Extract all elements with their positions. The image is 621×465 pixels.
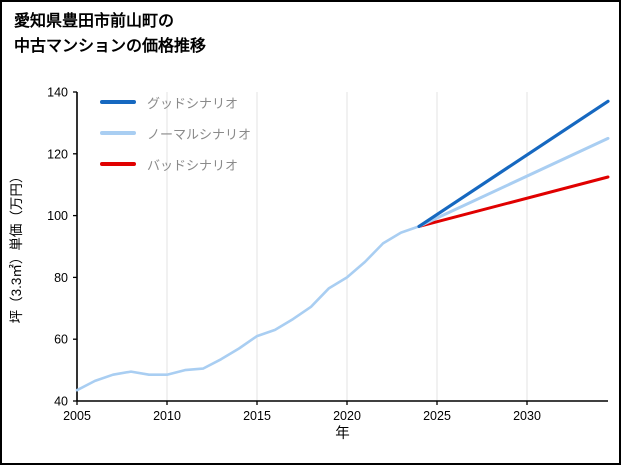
y-tick-label: 60	[54, 333, 68, 347]
x-tick-label: 2030	[513, 409, 541, 423]
chart-title: 愛知県豊田市前山町の 中古マンションの価格推移	[14, 10, 206, 60]
good-scenario-label: グッドシナリオ	[147, 95, 239, 111]
legend-item-good: グッドシナリオ	[100, 91, 251, 113]
y-tick-label: 100	[47, 209, 68, 223]
x-tick-label: 2020	[333, 409, 361, 423]
legend-item-bad: バッドシナリオ	[100, 153, 251, 175]
x-tick-label: 2005	[63, 409, 91, 423]
y-tick-label: 80	[54, 271, 68, 285]
x-tick-label: 2010	[153, 409, 181, 423]
chart-title-line2: 中古マンションの価格推移	[14, 37, 207, 55]
y-axis-label: 坪（3.3㎡）単価（万円）	[9, 170, 24, 324]
chart-title-line1: 愛知県豊田市前山町の	[14, 13, 175, 30]
x-tick-label: 2015	[243, 409, 271, 423]
bad-scenario-swatch	[100, 162, 136, 166]
chart-legend: グッドシナリオ ノーマルシナリオ バッドシナリオ	[100, 91, 251, 175]
normal-scenario-swatch	[100, 131, 136, 135]
x-axis-label: 年	[335, 425, 350, 442]
x-tick-label: 2025	[423, 409, 451, 423]
good-line	[417, 99, 610, 228]
normal-line	[417, 136, 610, 228]
bad-line	[417, 175, 610, 228]
legend-item-normal: ノーマルシナリオ	[100, 122, 251, 144]
bad-scenario-label: バッドシナリオ	[147, 157, 239, 173]
y-tick-label: 120	[47, 147, 68, 161]
y-tick-label: 140	[47, 86, 68, 100]
normal-scenario-label: ノーマルシナリオ	[147, 126, 252, 142]
y-tick-label: 40	[54, 395, 68, 409]
good-scenario-swatch	[100, 100, 136, 104]
history-line	[75, 225, 421, 392]
